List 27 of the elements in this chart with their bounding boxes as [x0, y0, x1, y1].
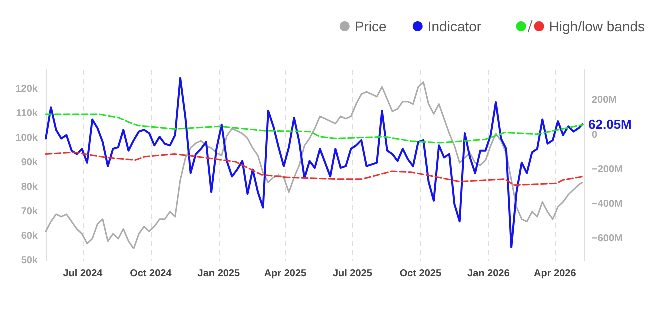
data-label: 62.05M: [588, 117, 632, 132]
y-tick-label: 50k: [21, 256, 38, 266]
x-tick-label: Oct 2025: [400, 268, 442, 280]
y-tick-label: 70k: [21, 206, 38, 218]
y-tick-label: 110k: [16, 108, 38, 120]
line-series: [45, 152, 584, 186]
legend-label: High/low bands: [549, 18, 646, 34]
legend-label: Price: [354, 18, 387, 34]
x-tick-label: Apr 2026: [534, 268, 577, 280]
y2-tick-label: 0: [592, 130, 598, 141]
x-tick-label: Jul 2024: [63, 268, 104, 280]
y-tick-label: 60k: [21, 231, 38, 242]
x-tick-label: Jul 2025: [332, 268, 373, 280]
line-series: [45, 114, 584, 144]
y-tick-label: 100k: [16, 133, 38, 144]
legend-label: Indicator: [428, 18, 482, 34]
y-tick-label: 120k: [16, 84, 38, 96]
x-tick-label: Apr 2025: [264, 268, 307, 280]
x-tick-label: Jan 2025: [198, 268, 240, 280]
y2-tick-label: 200M: [592, 95, 618, 106]
y2-tick-label: −400M: [592, 198, 623, 210]
y2-tick-label: −600M: [592, 233, 623, 244]
y-tick-label: 90k: [21, 158, 38, 169]
y2-tick-label: −200M: [592, 164, 623, 176]
x-tick-label: Oct 2024: [130, 268, 172, 280]
y-tick-label: 80k: [21, 182, 38, 194]
x-tick-label: Jan 2026: [468, 268, 510, 280]
